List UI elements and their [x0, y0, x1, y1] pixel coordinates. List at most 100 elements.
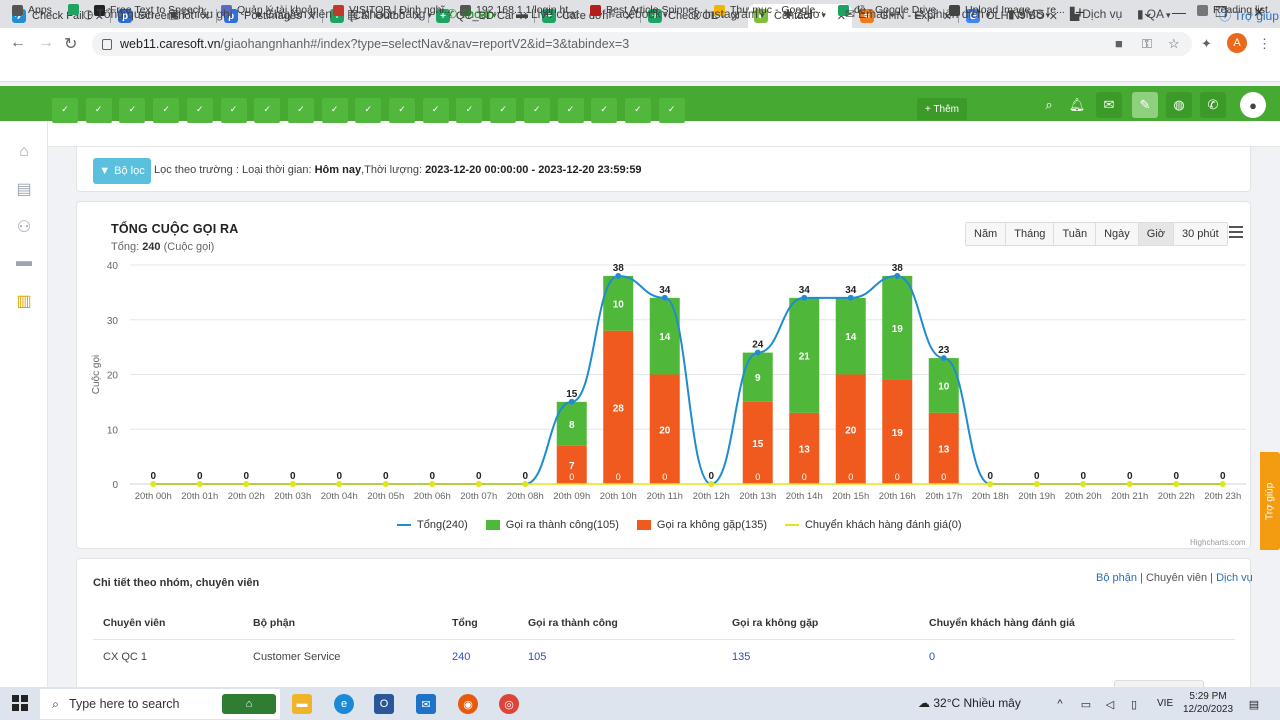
- tab-close-icon[interactable]: ✕: [412, 10, 422, 23]
- outlook-icon[interactable]: O: [374, 694, 394, 714]
- notification-bell-icon[interactable]: 🔔︎: [1068, 97, 1086, 112]
- bookmark-item[interactable]: Free Text to Speech...: [94, 4, 213, 16]
- legend-item[interactable]: Tổng(240): [397, 519, 468, 531]
- cell-missed[interactable]: 135: [732, 651, 751, 663]
- key-icon[interactable]: ⚿: [1142, 36, 1152, 51]
- ticket-tag-icon[interactable]: ✎: [1132, 92, 1158, 118]
- module-tab[interactable]: ✓: [456, 98, 483, 123]
- range-button[interactable]: Năm: [966, 223, 1007, 245]
- bookmark-item[interactable]: VISITOR | Định nghĩ...: [333, 4, 453, 16]
- tab-close-icon[interactable]: ✕: [624, 10, 634, 23]
- profile-avatar[interactable]: A: [1227, 33, 1247, 53]
- chart-menu-icon[interactable]: [1229, 226, 1243, 238]
- tray-chevron-icon[interactable]: ^: [1057, 698, 1063, 710]
- menu-item-customers[interactable]: ▤ Khách hàng ▾: [347, 7, 432, 21]
- menu-item-phone[interactable]: ✆ Thoại ▾: [447, 7, 497, 21]
- module-tab[interactable]: ✓: [85, 98, 112, 123]
- maximize-button[interactable]: ❐: [1215, 4, 1228, 20]
- help-link[interactable]: ⓘ Trợ giúp: [1219, 9, 1279, 23]
- bookmark-item[interactable]: Apps: [12, 4, 52, 16]
- star-icon[interactable]: ☆: [1168, 36, 1180, 51]
- network-icon[interactable]: ▭: [1080, 698, 1092, 711]
- module-tab[interactable]: ✓: [422, 98, 449, 123]
- bookmark-item[interactable]: [68, 4, 84, 15]
- module-tab[interactable]: ✓: [355, 98, 382, 123]
- range-button[interactable]: Tuần: [1054, 223, 1097, 245]
- module-tab[interactable]: ✓: [490, 98, 517, 123]
- mail-icon[interactable]: ✉: [1096, 92, 1122, 118]
- legend-item[interactable]: Gọi ra không gặp(135): [636, 519, 767, 531]
- menu-item-instagram[interactable]: ◎ Instagram ▾: [691, 7, 764, 21]
- module-tab[interactable]: ✓: [557, 98, 584, 123]
- bookmark-item[interactable]: Quản lý tài khoản: [221, 4, 319, 16]
- cell-success[interactable]: 105: [528, 651, 547, 663]
- tab-close-icon[interactable]: ✕: [200, 10, 210, 23]
- weather-widget[interactable]: ☁ 32°C Nhiều mây: [918, 696, 1021, 710]
- module-tab[interactable]: ✓: [389, 98, 415, 123]
- message-icon[interactable]: ▬: [16, 253, 32, 270]
- group-by-agent-link[interactable]: Chuyên viên: [1145, 572, 1208, 584]
- tab-close-icon[interactable]: ✕: [518, 10, 528, 23]
- tab-close-icon[interactable]: ✕: [942, 10, 952, 23]
- home-icon[interactable]: ⌂: [19, 143, 29, 160]
- browser-menu-icon[interactable]: ⋮: [1258, 36, 1271, 51]
- module-tab[interactable]: ✓: [658, 98, 685, 123]
- module-tab[interactable]: ✓: [153, 98, 180, 123]
- module-tab[interactable]: ✓: [254, 98, 281, 123]
- group-by-department-link[interactable]: Bộ phận: [1096, 572, 1137, 584]
- browser-tab[interactable]: + Check OE - ✕: [642, 4, 746, 28]
- back-icon[interactable]: ←: [10, 34, 26, 51]
- language-indicator[interactable]: VIE: [1157, 698, 1174, 709]
- camera-icon[interactable]: ■: [1115, 36, 1123, 51]
- browser-tab[interactable]: G OLH N9 BO ✕: [960, 4, 1064, 28]
- battery-icon[interactable]: ▯: [1130, 698, 1138, 711]
- edge-icon[interactable]: e: [334, 694, 354, 714]
- menu-item-service[interactable]: ▙ Dịch vụ: [1070, 7, 1122, 21]
- mail-app-icon[interactable]: ✉: [416, 694, 436, 714]
- windows-start-icon[interactable]: [12, 695, 28, 711]
- range-button[interactable]: Giờ: [1138, 223, 1175, 245]
- module-tab[interactable]: ✓: [321, 98, 348, 123]
- chart-credits[interactable]: Highcharts.com: [1190, 538, 1246, 547]
- menu-item-facebook[interactable]: f Facebook ▾: [602, 7, 668, 21]
- document-icon[interactable]: ▤: [16, 181, 32, 198]
- bookmark-item[interactable]: đề - Google Drive: [838, 4, 936, 16]
- module-tab[interactable]: ✓: [220, 98, 247, 123]
- volume-icon[interactable]: ◁: [1105, 698, 1115, 711]
- module-tab[interactable]: ✓: [523, 98, 550, 123]
- tab-close-icon[interactable]: ✕: [1048, 10, 1058, 23]
- reading-list-link[interactable]: Reading list: [1197, 4, 1268, 16]
- browser-tab[interactable]: + Care đơn - ✕: [536, 4, 640, 28]
- browser-tab[interactable]: p Screenshot ✕: [112, 4, 216, 28]
- tab-close-icon[interactable]: ✕: [836, 10, 846, 23]
- browser-tab[interactable]: ◐ Contact ✕: [748, 4, 852, 28]
- reload-icon[interactable]: ↻: [64, 36, 78, 53]
- filter-button[interactable]: ▼ Bộ lọc: [93, 158, 151, 184]
- url-field[interactable]: web11.caresoft.vn/giaohangnhanh#/index?t…: [92, 32, 1192, 56]
- close-window-button[interactable]: ✕: [1253, 4, 1265, 20]
- menu-item-email[interactable]: ✉ Email ▾: [845, 7, 895, 21]
- cell-total[interactable]: 240: [452, 651, 471, 663]
- browser-tab[interactable]: ≈ GHN - Expr ✕: [854, 4, 958, 28]
- tab-close-icon[interactable]: ✕: [306, 10, 316, 23]
- bookmark-item[interactable]: Thư mục - Google...: [714, 4, 824, 16]
- report-icon[interactable]: ▥: [16, 293, 32, 310]
- menu-item-qa[interactable]: ▮ QA ▾: [1137, 7, 1170, 21]
- bookmark-item[interactable]: Best Article Spinner...: [590, 4, 706, 16]
- module-tab[interactable]: ✓: [186, 98, 213, 123]
- notification-center-icon[interactable]: ▤: [1248, 698, 1260, 711]
- add-tab-button[interactable]: + Thêm: [917, 98, 967, 120]
- menu-item-sms[interactable]: ▮ SMS ▾: [1008, 7, 1050, 21]
- legend-item[interactable]: Chuyển khách hàng đánh giá(0): [784, 519, 962, 531]
- module-tab[interactable]: ✓: [624, 98, 651, 123]
- cell-rating-transfer[interactable]: 0: [929, 651, 936, 663]
- user-avatar-icon[interactable]: ●: [1240, 92, 1266, 118]
- legend-item[interactable]: Gọi ra thành công(105): [485, 519, 619, 531]
- menu-item-chat[interactable]: ▬ Live chat: [516, 7, 579, 21]
- menu-item-user[interactable]: ● Chuyên viên: [255, 7, 332, 21]
- module-tab[interactable]: ✓: [591, 98, 618, 123]
- range-button[interactable]: Tháng: [1006, 223, 1055, 245]
- tab-search-icon[interactable]: ⌄: [1142, 4, 1154, 20]
- firefox-icon[interactable]: ◉: [458, 694, 478, 714]
- system-clock[interactable]: 5:29 PM 12/20/2023: [1183, 691, 1234, 715]
